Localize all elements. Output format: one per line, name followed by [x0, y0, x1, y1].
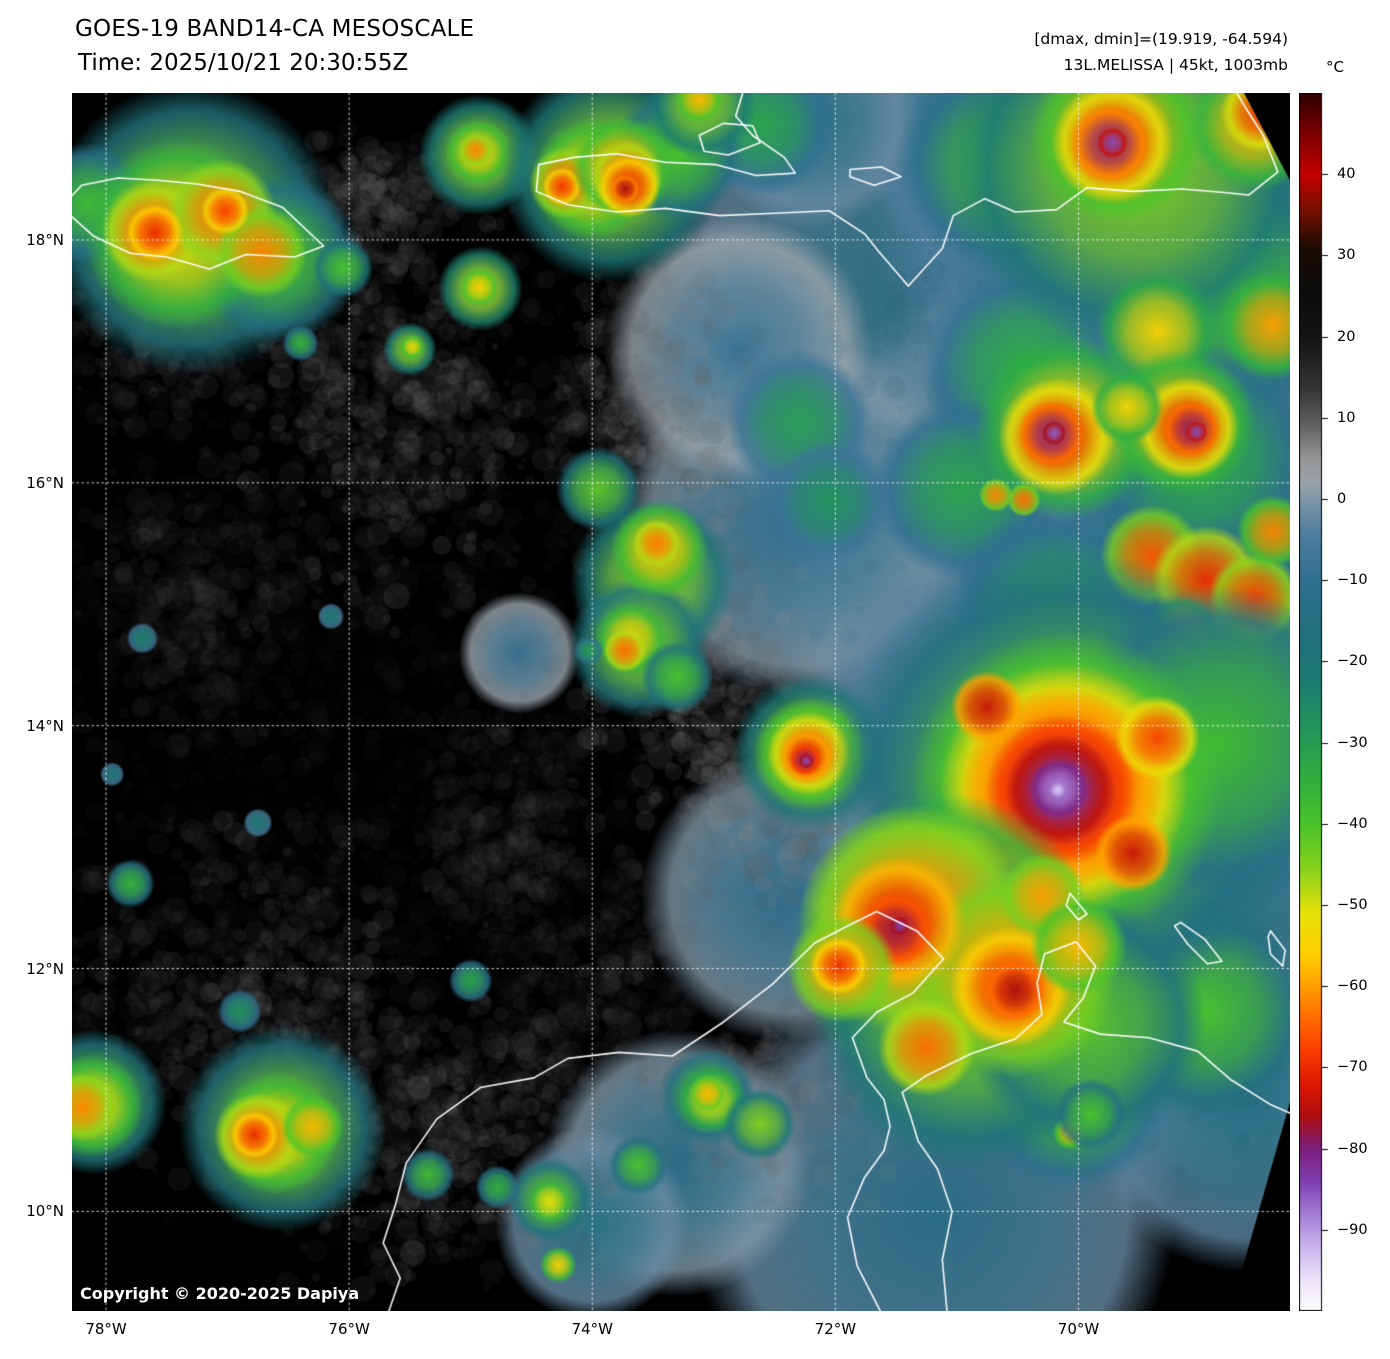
colorbar-unit-label: °C — [1326, 58, 1344, 76]
colorbar-tick-label: 40 — [1337, 166, 1356, 183]
lon-tick-label: 70°W — [1057, 1320, 1100, 1338]
lon-tick-label: 72°W — [814, 1320, 857, 1338]
colorbar — [1299, 93, 1333, 1311]
lat-tick-label: 16°N — [26, 473, 64, 492]
colorbar-tick-label: −10 — [1337, 572, 1368, 589]
colorbar-tick-label: −70 — [1337, 1059, 1368, 1076]
copyright-watermark: Copyright © 2020-2025 Dapiya — [80, 1284, 360, 1303]
colorbar-tick-label: 30 — [1337, 247, 1356, 264]
colorbar-tick-label: 10 — [1337, 409, 1356, 426]
timestamp: Time: 2025/10/21 20:30:55Z — [78, 50, 409, 76]
colorbar-tick-label: −60 — [1337, 978, 1368, 995]
lat-tick-label: 10°N — [26, 1202, 64, 1221]
lat-tick-label: 18°N — [26, 230, 64, 249]
colorbar-tick-label: −40 — [1337, 815, 1368, 832]
lon-tick-label: 78°W — [85, 1320, 127, 1338]
colorbar-tick-label: −80 — [1337, 1140, 1368, 1157]
colorbar-tick-label: 0 — [1337, 491, 1347, 507]
colorbar-tick-label: −30 — [1337, 734, 1368, 751]
dmax-dmin-readout: [dmax, dmin]=(19.919, -64.594) — [1034, 30, 1288, 48]
page-title: GOES-19 BAND14-CA MESOSCALE — [75, 16, 475, 42]
lon-tick-label: 74°W — [571, 1320, 613, 1338]
storm-info: 13L.MELISSA | 45kt, 1003mb — [1063, 56, 1288, 74]
colorbar-tick-label: −20 — [1337, 653, 1368, 670]
colorbar-tick-label: −50 — [1337, 897, 1368, 913]
colorbar-tick-label: −90 — [1337, 1221, 1368, 1238]
lat-tick-label: 14°N — [26, 716, 64, 735]
satellite-map-canvas — [72, 93, 1290, 1311]
lon-tick-label: 76°W — [328, 1320, 370, 1338]
colorbar-tick-label: 20 — [1337, 328, 1356, 345]
lat-tick-label: 12°N — [26, 959, 64, 978]
